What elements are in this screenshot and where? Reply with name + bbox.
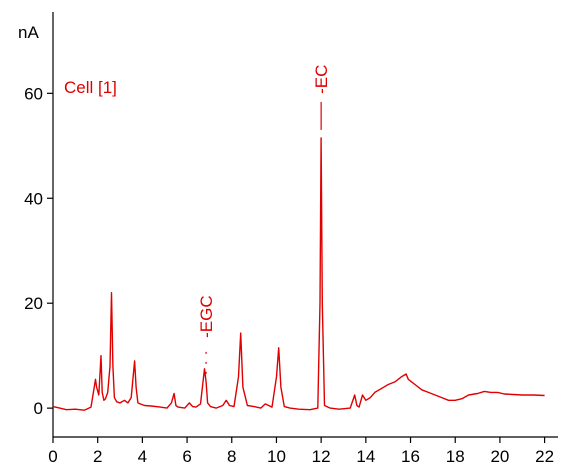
trace-line	[52, 137, 545, 411]
x-tick-label: 10	[267, 447, 286, 466]
x-tick-label: 20	[490, 447, 509, 466]
x-tick-label: 16	[401, 447, 420, 466]
y-unit-label: nA	[18, 23, 39, 42]
x-tick-label: 6	[182, 447, 191, 466]
x-tick-label: 8	[227, 447, 236, 466]
x-tick-label: 12	[312, 447, 331, 466]
peak-label: -EGC	[197, 295, 216, 338]
y-tick-label: 60	[24, 84, 43, 103]
axis-ticks: 0 2 4 6 8 10 12 14 16 18 20 22 0 20 40 60	[24, 84, 554, 466]
peak-annotations: -EGC -EC	[197, 65, 331, 374]
channel-label: Cell [1]	[64, 78, 117, 97]
y-tick-label: 0	[34, 399, 43, 418]
x-tick-label: 14	[356, 447, 375, 466]
x-tick-label: 2	[93, 447, 102, 466]
x-tick-label: 18	[446, 447, 465, 466]
peak-label: -EC	[312, 65, 331, 94]
x-tick-label: 22	[535, 447, 554, 466]
x-tick-label: 0	[48, 447, 57, 466]
x-tick-label: 4	[138, 447, 147, 466]
y-tick-label: 40	[24, 189, 43, 208]
y-tick-label: 20	[24, 294, 43, 313]
